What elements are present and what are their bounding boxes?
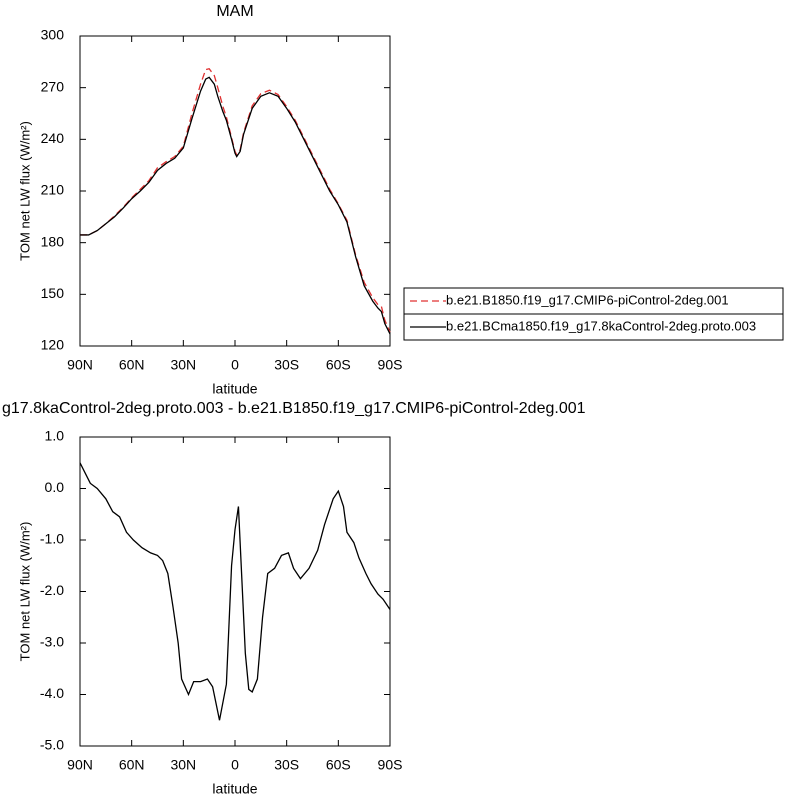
x-tick-label: 0 bbox=[231, 757, 239, 773]
y-tick-label: -5.0 bbox=[40, 737, 64, 753]
x-tick-label: 90N bbox=[67, 357, 93, 373]
y-tick-label: -1.0 bbox=[40, 531, 64, 547]
x-tick-label: 90S bbox=[378, 357, 403, 373]
chart-title: g17.8kaControl-2deg.proto.003 - b.e21.B1… bbox=[2, 400, 586, 417]
y-tick-label: 270 bbox=[41, 78, 65, 94]
legend-label: b.e21.BCma1850.f19_g17.8kaControl-2deg.p… bbox=[446, 318, 756, 333]
x-tick-label: 60S bbox=[326, 357, 351, 373]
y-tick-label: -3.0 bbox=[40, 634, 64, 650]
legend-label: b.e21.B1850.f19_g17.CMIP6-piControl-2deg… bbox=[446, 292, 729, 307]
data-line bbox=[80, 67, 391, 333]
y-tick-label: 180 bbox=[41, 233, 65, 249]
x-tick-label: 60N bbox=[119, 357, 145, 373]
y-tick-label: 120 bbox=[41, 337, 65, 353]
y-tick-label: -2.0 bbox=[40, 582, 64, 598]
y-tick-label: 150 bbox=[41, 285, 65, 301]
x-tick-label: 60N bbox=[119, 757, 145, 773]
x-tick-label: 90N bbox=[67, 757, 93, 773]
y-tick-label: 210 bbox=[41, 182, 65, 198]
y-axis-label: TOM net LW flux (W/m²) bbox=[17, 121, 32, 261]
x-tick-label: 30S bbox=[274, 357, 299, 373]
y-tick-label: 1.0 bbox=[45, 428, 65, 444]
y-tick-label: 300 bbox=[41, 27, 65, 43]
x-tick-label: 30N bbox=[170, 357, 196, 373]
y-tick-label: 0.0 bbox=[45, 479, 65, 495]
plot-frame bbox=[79, 35, 391, 347]
x-tick-label: 30S bbox=[274, 757, 299, 773]
x-axis-label: latitude bbox=[212, 781, 257, 797]
x-tick-label: 60S bbox=[326, 757, 351, 773]
x-tick-label: 0 bbox=[231, 357, 239, 373]
data-line bbox=[79, 462, 391, 721]
y-tick-label: -4.0 bbox=[40, 685, 64, 701]
x-axis-label: latitude bbox=[212, 381, 257, 397]
x-tick-label: 30N bbox=[170, 757, 196, 773]
x-tick-label: 90S bbox=[378, 757, 403, 773]
plot-frame bbox=[79, 436, 391, 747]
y-axis-label: TOM net LW flux (W/m²) bbox=[17, 522, 32, 662]
y-tick-label: 240 bbox=[41, 130, 65, 146]
chart-title: MAM bbox=[216, 3, 253, 20]
data-line bbox=[80, 76, 391, 335]
